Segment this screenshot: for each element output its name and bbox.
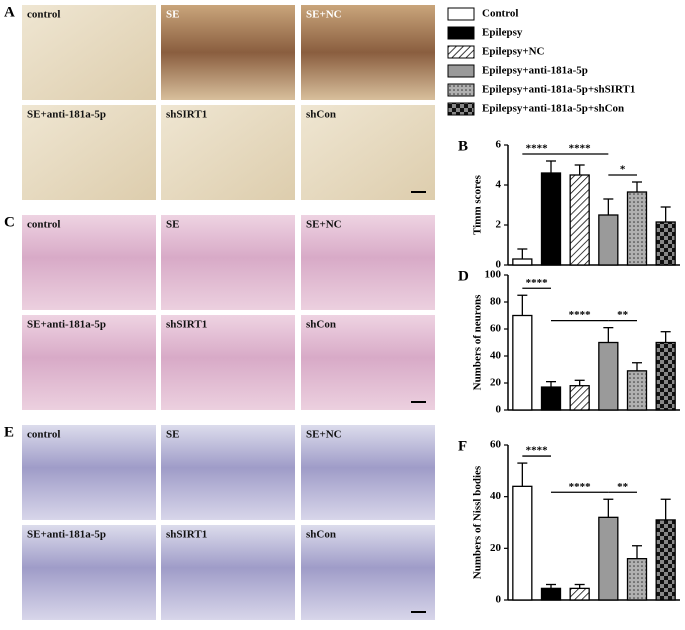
bar [655,221,676,266]
image-label: SE+anti-181a-5p [27,529,106,541]
micrograph [161,215,295,310]
image-label: control [27,219,60,231]
y-axis-label: Numbers of Nissl bodies [472,465,484,579]
image-label: shSIRT1 [166,529,207,541]
y-axis-label: Numbers of neurons [472,294,484,390]
significance-label: ** [617,309,629,321]
image-label: SE+anti-181a-5p [27,319,106,331]
bar [626,558,648,601]
y-tick-label: 6 [496,139,502,151]
legend-swatch [447,45,475,59]
y-tick-label: 4 [496,179,502,191]
micrograph [161,105,295,200]
image-label: SE+NC [306,9,342,21]
bar [598,214,619,266]
y-tick-label: 20 [490,542,502,554]
significance-label: **** [526,143,549,155]
panel-letter: D [458,268,469,284]
legend-label: Epilepsy [482,27,523,39]
y-tick-label: 0 [496,594,502,606]
bar [512,485,533,601]
image-label: shCon [306,109,336,121]
micrograph [301,105,435,200]
panel-letter: E [4,424,14,440]
micrograph [301,525,435,620]
micrograph [301,215,435,310]
y-tick-label: 60 [490,439,502,451]
image-label: SE+NC [306,429,342,441]
legend-label: Epilepsy+NC [482,46,545,58]
micrograph [22,315,156,410]
bar [512,258,533,266]
bar [540,172,562,266]
image-label: SE+anti-181a-5p [27,109,106,121]
image-label: SE+NC [306,219,342,231]
image-label: shSIRT1 [166,109,207,121]
significance-label: **** [569,143,592,155]
significance-label: **** [569,481,592,493]
panel-letter: F [458,438,467,454]
bar [626,370,648,411]
significance-label: ** [617,481,629,493]
bar [598,516,619,601]
y-tick-label: 60 [490,323,502,335]
y-tick-label: 100 [485,269,502,281]
y-tick-label: 2 [496,219,502,231]
bar [655,519,676,601]
micrograph [161,525,295,620]
image-label: SE [166,9,179,21]
y-tick-label: 0 [496,259,502,271]
bar [540,386,562,411]
legend-label: Epilepsy+anti-181a-5p [482,65,588,77]
panel-letter: B [458,138,468,154]
bar [655,341,676,411]
micrograph [161,315,295,410]
bar [626,191,648,266]
image-label: shSIRT1 [166,319,207,331]
micrograph [22,425,156,520]
legend-label: Epilepsy+anti-181a-5p+shCon [482,103,624,115]
image-label: shCon [306,319,336,331]
legend-swatch [447,83,475,97]
image-label: control [27,9,60,21]
bar [540,587,562,601]
micrograph [22,105,156,200]
y-tick-label: 80 [490,296,502,308]
image-label: SE [166,429,179,441]
significance-label: **** [526,445,549,457]
y-tick-label: 40 [490,490,502,502]
bar [512,314,533,411]
micrograph [161,5,295,100]
legend-swatch [447,64,475,78]
micrograph [161,425,295,520]
panel-letter: A [4,4,15,20]
micrograph [301,315,435,410]
legend-swatch [447,26,475,40]
micrograph [301,425,435,520]
y-tick-label: 20 [490,377,502,389]
legend-label: Epilepsy+anti-181a-5p+shSIRT1 [482,84,635,96]
micrograph [22,525,156,620]
micrograph [22,5,156,100]
panel-letter: C [4,214,15,230]
significance-label: **** [526,277,549,289]
image-label: shCon [306,529,336,541]
significance-label: **** [569,309,592,321]
legend-swatch [447,102,475,116]
bar [598,341,619,411]
y-tick-label: 0 [496,404,502,416]
y-axis-label: Timm scores [472,174,484,234]
legend-label: Control [482,8,518,20]
micrograph [301,5,435,100]
bar [569,587,590,601]
bar [569,385,590,411]
significance-label: * [620,164,626,176]
legend-swatch [447,7,475,21]
bar [569,174,590,266]
image-label: control [27,429,60,441]
y-tick-label: 40 [490,350,502,362]
image-label: SE [166,219,179,231]
micrograph [22,215,156,310]
